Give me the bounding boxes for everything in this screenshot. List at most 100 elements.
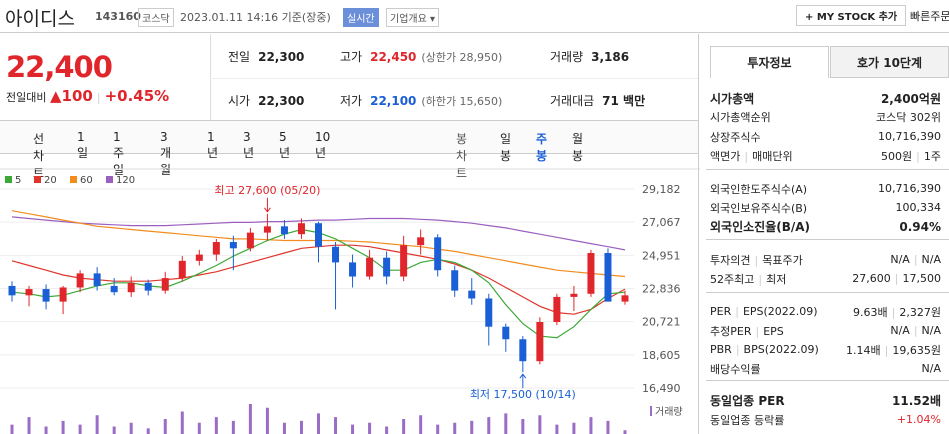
period-tab[interactable]: 5년: [279, 130, 291, 160]
section-divider: [706, 292, 949, 293]
info-value-group: 9.63배 | 2,327원: [853, 304, 941, 320]
info-label: 시가총액: [710, 92, 755, 106]
info-tab[interactable]: 호가 10단계: [830, 46, 949, 78]
candle-tab[interactable]: 월봉: [572, 132, 584, 163]
candle-body: [195, 254, 203, 261]
change-pct: +0.45%: [104, 87, 170, 105]
volume-bar: [146, 428, 150, 434]
company-info[interactable]: 기업개요 ▾: [386, 8, 440, 27]
volume-bar: [61, 420, 65, 434]
candle-body: [468, 290, 476, 299]
candle-tab[interactable]: 주봉: [536, 132, 548, 163]
volume-bar: [351, 424, 355, 434]
candle-body: [93, 273, 101, 286]
volume-bar: [521, 419, 525, 434]
moving-average-line: [11, 216, 626, 251]
info-label-group: 배당수익률: [710, 361, 761, 377]
timestamp: 2023.01.11 14:16 기준(장중): [180, 11, 331, 24]
info-value-group: 10,716,390: [878, 182, 941, 195]
candle-tab[interactable]: 일봉: [500, 132, 512, 163]
info-row: 추정PER | EPS N/A | N/A: [710, 321, 941, 340]
period-tab[interactable]: 10년: [315, 130, 331, 160]
info-label: 투자의견: [710, 253, 751, 267]
volume-bar: [589, 417, 593, 434]
period-tab[interactable]: 3년: [243, 130, 255, 160]
info-label: 외국인보유주식수(B): [710, 201, 808, 215]
info-value: N/A: [890, 253, 910, 266]
divider: [698, 34, 699, 434]
legend-label: 120: [116, 175, 135, 186]
volume-bar: [334, 417, 338, 434]
quote-label: 거래대금: [550, 94, 595, 108]
info-label-group: 시가총액: [710, 90, 754, 107]
high-annotation: 최고 27,600 (05/20): [214, 184, 320, 197]
quote-label: 저가: [340, 94, 363, 108]
quote-label: 전일: [228, 50, 251, 64]
value-sep: |: [913, 324, 918, 337]
volume-bar: [368, 422, 372, 434]
volume-swatch: [650, 406, 652, 416]
candle-body: [587, 253, 595, 294]
info-value-group: 11.52배: [892, 392, 941, 409]
label-sep: |: [735, 343, 740, 356]
quote-value: 22,300: [258, 50, 305, 64]
legend-label: 60: [80, 175, 93, 186]
info-label-group: 52주최고 | 최저: [710, 271, 786, 287]
info-value: 2,400억원: [880, 92, 941, 106]
quote-label: 시가: [228, 94, 251, 108]
low-annotation: 최저 17,500 (10/14): [470, 388, 576, 401]
info-value: 10,716,390: [878, 182, 941, 195]
info-value: N/A: [921, 362, 941, 375]
candle-body: [366, 257, 374, 277]
candle-body: [110, 285, 118, 293]
info-tab[interactable]: 투자정보: [710, 46, 829, 78]
info-value: 10,716,390: [878, 130, 941, 143]
y-tick-label: 27,067: [642, 216, 681, 229]
low-arrow: [519, 373, 527, 389]
quick-order[interactable]: 빠른주문: [910, 10, 949, 23]
info-row: 동일업종 PER 11.52배: [710, 391, 941, 410]
quote-cell: 거래대금 71 백만: [550, 92, 645, 109]
volume-bar: [78, 424, 82, 434]
info-label: 외국인한도주식수(A): [710, 182, 808, 196]
period-tab[interactable]: 1주일: [113, 130, 125, 177]
info-row: PBR | BPS(2022.09) 1.14배 | 19,635원: [710, 340, 941, 359]
period-tab[interactable]: 1일: [77, 130, 89, 160]
high-arrow: [264, 197, 271, 213]
period-tab[interactable]: 3개월: [160, 130, 172, 177]
candle-body: [536, 321, 544, 362]
volume-bar: [402, 419, 406, 434]
info-value: 9.63배: [853, 305, 888, 319]
quote-note: (하한가 15,650): [421, 95, 503, 108]
period-tab[interactable]: 1년: [207, 130, 219, 160]
candle-body: [621, 295, 629, 302]
info-label-group: 동일업종 PER: [710, 392, 785, 409]
info-value-group: 2,400억원: [881, 90, 941, 107]
info-label-group: 투자의견 | 목표주가: [710, 252, 803, 268]
my-stock-button[interactable]: + MY STOCK 추가: [796, 5, 907, 26]
candle-body: [76, 273, 84, 288]
candle-body: [297, 223, 305, 235]
info-value: 1.14배: [846, 343, 881, 357]
quote-value: 3,186: [591, 50, 630, 64]
volume-bar: [214, 417, 218, 434]
info-value-group: 코스닥 302위: [876, 109, 941, 125]
y-tick-label: 18,605: [642, 349, 681, 362]
volume-bar: [317, 413, 320, 434]
volume-bar: [470, 420, 474, 434]
info-value: +1.04%: [896, 413, 941, 426]
info-label-group: 액면가 | 매매단위: [710, 148, 793, 164]
volume-bar: [555, 424, 559, 434]
quote-note: (상한가 28,950): [421, 51, 503, 64]
info-label: EPS: [763, 324, 784, 338]
info-value-group: 100,334: [896, 201, 942, 214]
realtime-badge[interactable]: 실시간: [343, 8, 379, 27]
volume-bar: [299, 420, 303, 434]
volume-bar: [163, 419, 167, 434]
info-label: 배당수익률: [710, 362, 761, 376]
candle-body: [59, 287, 67, 302]
volume-bar: [27, 417, 31, 434]
label-sep: |: [735, 305, 739, 318]
volume-bar: [623, 430, 627, 434]
